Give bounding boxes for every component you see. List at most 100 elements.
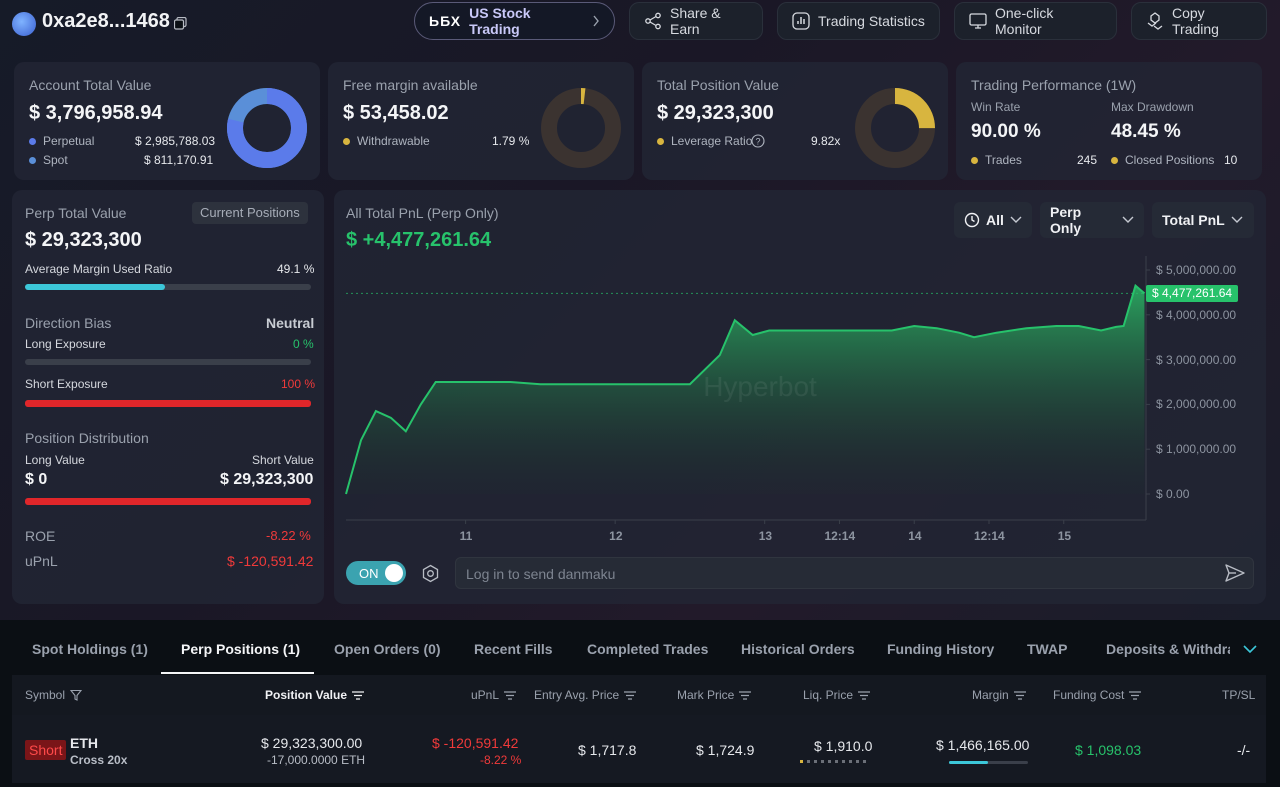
perp-legend-dot [29,138,36,145]
row-size: -17,000.0000 ETH [267,753,366,767]
tab-funding-history[interactable]: Funding History [887,641,995,657]
pnl-area-chart: Hyperbot [345,256,1150,524]
free-margin-value: $ 53,458.02 [343,102,449,124]
withdrawable-pct: 1.79 % [492,134,530,148]
position-title: Total Position Value [657,77,779,93]
long-exposure-bar [25,359,311,365]
monitor-icon [969,13,987,29]
margin-bar [949,761,1028,764]
th-liq-price[interactable]: Liq. Price [803,688,871,702]
x-tick-label: 15 [1057,529,1072,543]
tab-spot-holdings-1[interactable]: Spot Holdings (1) [32,641,148,657]
side-badge: Short [25,740,67,760]
perp-value: $ 2,985,788.03 [135,134,216,148]
copy-icon[interactable] [174,17,187,30]
tab-historical-orders[interactable]: Historical Orders [741,641,855,657]
spot-legend-dot [29,157,36,164]
account-donut-perp [227,88,307,168]
short-exposure-fill [25,400,311,407]
withdrawable-dot [343,138,350,145]
th-position-value[interactable]: Position Value [265,688,365,702]
margin-donut [541,88,621,168]
copy-trading-button[interactable]: Copy Trading [1131,2,1267,40]
position-value: $ 29,323,300 [657,102,774,124]
row-entry-price: $ 1,717.8 [578,742,637,758]
one-click-monitor-button[interactable]: One-click Monitor [954,2,1117,40]
tab-perp-positions-1[interactable]: Perp Positions (1) [181,641,301,657]
us-stock-trading-button[interactable]: ЬБХ US Stock Trading [414,2,615,40]
long-value: $ 0 [25,471,48,488]
coin-symbol[interactable]: ETH [70,735,98,751]
x-tick-label: 14 [908,529,922,543]
th-funding-cost[interactable]: Funding Cost [1053,688,1142,702]
range-dropdown[interactable]: All [954,202,1032,238]
scope-dropdown[interactable]: Perp Only [1040,202,1144,238]
tab-open-orders-0[interactable]: Open Orders (0) [334,641,441,657]
help-icon[interactable]: ? [751,134,765,148]
toggle-knob [385,564,403,582]
x-tick-label: 12 [609,529,623,543]
sort-icon [1013,690,1026,700]
share-icon [645,12,661,30]
tab-completed-trades[interactable]: Completed Trades [587,641,709,657]
row-upnl-pct: -8.22 % [480,753,522,767]
share-earn-button[interactable]: Share & Earn [629,2,763,40]
perp-summary-panel [12,190,324,604]
long-exposure-label: Long Exposure [25,337,106,351]
current-pnl-marker: $ 4,477,261.64 [1146,284,1239,302]
tabs-expand-icon[interactable] [1243,645,1257,654]
table-header-row [12,675,1266,715]
roe-value: -8.22 % [266,528,311,543]
account-value: $ 3,796,958.94 [29,102,163,124]
y-tick-label: $ 4,000,000.00 [1156,307,1237,322]
tab-deposits-withdraw[interactable]: Deposits & Withdraw [1106,641,1230,657]
spot-value: $ 811,170.91 [144,153,214,167]
tab-twap[interactable]: TWAP [1027,641,1068,657]
y-tick-label: $ 1,000,000.00 [1156,442,1237,457]
th-margin[interactable]: Margin [972,688,1026,702]
settings-icon[interactable] [421,564,440,583]
position-distribution-bar [25,498,311,505]
th-entry-price[interactable]: Entry Avg. Price [534,688,637,702]
th-mark-price[interactable]: Mark Price [677,688,752,702]
clock-icon [964,212,980,228]
max-drawdown-value: 48.45 % [1111,121,1181,142]
row-margin: $ 1,466,165.00 [936,737,1030,753]
upnl-value: $ -120,591.42 [227,553,314,569]
position-distribution-label: Position Distribution [25,430,149,446]
leverage-value: 9.82x [811,134,841,148]
row-tpsl[interactable]: -/- [1237,742,1251,758]
row-funding-cost: $ 1,098.03 [1075,742,1142,758]
short-exposure-label: Short Exposure [25,377,108,391]
x-tick-label: 12:14 [973,529,1005,543]
filter-icon[interactable] [70,689,83,701]
brand-logo-icon: ЬБХ [429,13,462,29]
tab-recent-fills[interactable]: Recent Fills [474,641,553,657]
active-tab-underline [161,672,314,674]
win-rate-label: Win Rate [971,100,1021,114]
leverage-dot [657,138,664,145]
row-mark-price: $ 1,724.9 [696,742,755,758]
account-title: Account Total Value [29,77,152,93]
performance-title: Trading Performance (1W) [971,77,1137,93]
margin-donut-fill [541,88,621,168]
withdrawable-label: Withdrawable [357,134,430,148]
table-row[interactable] [12,715,1266,783]
danmaku-toggle[interactable]: ON [346,561,406,585]
current-positions-chip[interactable]: Current Positions [192,202,308,224]
roe-label: ROE [25,528,56,544]
y-tick-label: $ 3,000,000.00 [1156,352,1237,367]
trades-value: 245 [1077,153,1098,167]
perp-total-value: $ 29,323,300 [25,229,142,251]
trading-statistics-button[interactable]: Trading Statistics [777,2,940,40]
x-tick-label: 12:14 [824,529,856,543]
wallet-avatar [12,12,36,36]
metric-dropdown[interactable]: Total PnL [1152,202,1254,238]
danmaku-input[interactable]: Log in to send danmaku [455,557,1254,589]
send-icon[interactable] [1224,563,1246,583]
th-symbol[interactable]: Symbol [25,688,83,702]
th-upnl[interactable]: uPnL [471,688,517,702]
copy-trading-icon [1147,12,1163,30]
sort-icon [504,690,517,700]
th-tpsl: TP/SL [1222,688,1256,702]
